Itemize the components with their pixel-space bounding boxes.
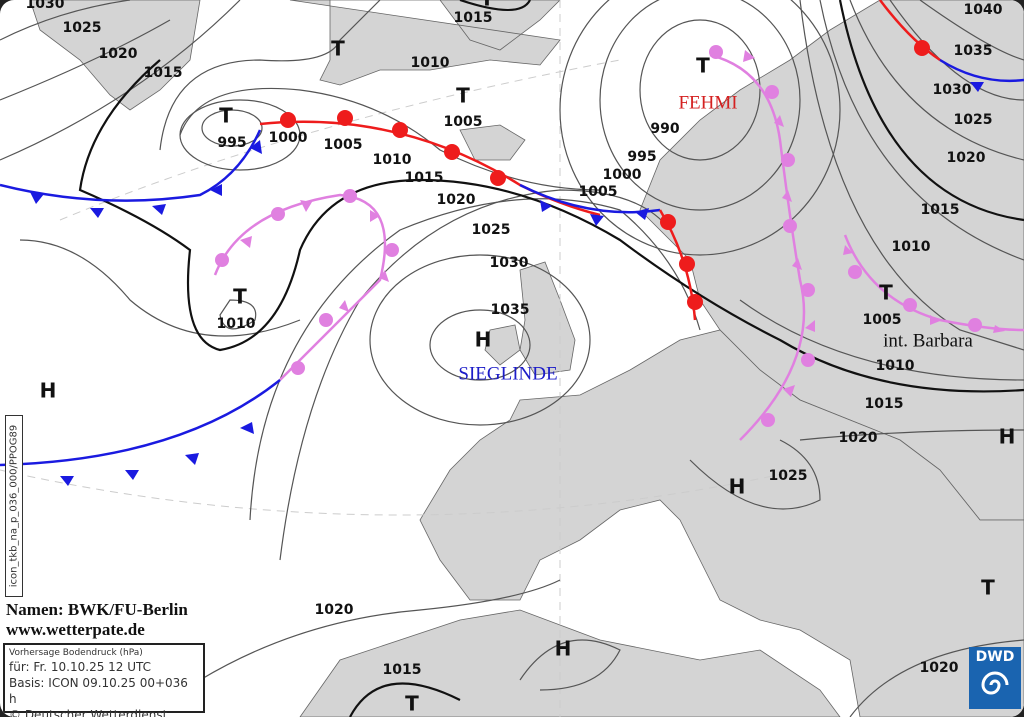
- isobar-label: 1035: [491, 302, 530, 318]
- isobar-label: 1020: [839, 430, 878, 446]
- isobar-label: 1030: [490, 255, 529, 271]
- isobar-label: 1005: [324, 137, 363, 153]
- isobar-label: 1035: [954, 43, 993, 59]
- low-pressure-symbol: T: [219, 104, 233, 128]
- low-pressure-symbol: T: [879, 281, 893, 305]
- isobar-label: 1010: [373, 152, 412, 168]
- forecast-info-box: Vorhersage Bodendruck (hPa) für: Fr. 10.…: [3, 643, 205, 717]
- isobar-label: 1010: [411, 55, 450, 71]
- system-names: FEHMI SIEGLINDE int. Barbara: [458, 92, 973, 384]
- isobar-label: 1025: [472, 222, 511, 238]
- dwd-logo-text: DWD: [975, 649, 1015, 665]
- warm-front-north: [259, 120, 601, 217]
- system-name: SIEGLINDE: [458, 363, 557, 384]
- isobar-label: 1030: [26, 0, 65, 12]
- high-pressure-symbol: H: [475, 328, 492, 352]
- system-name: int. Barbara: [883, 330, 973, 351]
- isobar-label: 995: [627, 149, 656, 165]
- land-masses: [29, 0, 1024, 717]
- front-symbols: [30, 40, 1005, 486]
- isobar-label: 1015: [921, 202, 960, 218]
- low-pressure-symbol: T: [405, 692, 419, 716]
- isobar-label: 1010: [876, 358, 915, 374]
- isobar-label: 1020: [437, 192, 476, 208]
- dwd-logo: DWD: [969, 647, 1021, 709]
- high-pressure-symbol: H: [40, 379, 57, 403]
- isobar-label: 1005: [863, 312, 902, 328]
- land-continental-europe: [419, 329, 1024, 717]
- high-pressure-symbol: H: [999, 425, 1016, 449]
- product-id-text: icon_tkb_na_p_036_000/PPOG89: [8, 424, 20, 588]
- isobar-label: 1005: [579, 184, 618, 200]
- isobar-label: 1030: [933, 82, 972, 98]
- pressure-symbols: T T T T T T T T H H H H H T: [40, 0, 1016, 716]
- land-iceland: [459, 124, 526, 161]
- isobars-1015-bold: [78, 0, 1024, 717]
- credits-website[interactable]: www.wetterpate.de: [6, 620, 145, 639]
- isobar-label: 995: [217, 135, 246, 151]
- land-british-isles: [484, 261, 576, 376]
- infobox-valid-time: für: Fr. 10.10.25 12 UTC: [9, 660, 152, 674]
- infobox-basis: Basis: ICON 09.10.25 00+036 h: [9, 676, 188, 706]
- low-pressure-symbol: T: [480, 0, 494, 11]
- low-pressure-symbol: T: [456, 84, 470, 108]
- isobar-label: 1020: [99, 46, 138, 62]
- isobar-label: 1015: [454, 10, 493, 26]
- cold-front-atlantic-north: [0, 129, 262, 202]
- isobar-label: 1010: [217, 316, 256, 332]
- credits-names: Namen: BWK/FU-Berlin: [6, 600, 188, 619]
- isobar-label: 1005: [444, 114, 483, 130]
- isobar-label: 1015: [383, 662, 422, 678]
- system-name: FEHMI: [678, 92, 737, 113]
- low-pressure-symbol: T: [331, 37, 345, 61]
- low-pressure-symbol: T: [981, 576, 995, 600]
- isobar-label: 1020: [947, 150, 986, 166]
- isobar-label: 1040: [964, 2, 1003, 18]
- low-pressure-symbol: T: [696, 54, 710, 78]
- land-north-africa: [299, 609, 841, 717]
- isobar-label: 1010: [892, 239, 931, 255]
- infobox-copyright: © Deutscher Wetterdienst: [9, 708, 168, 717]
- infobox-title: Vorhersage Bodendruck (hPa): [9, 648, 143, 658]
- isobar-label: 1025: [769, 468, 808, 484]
- cold-front-atlantic-south: [0, 379, 281, 467]
- land-greenland: [289, 0, 561, 86]
- low-pressure-symbol: T: [233, 285, 247, 309]
- isobar-label: 1025: [954, 112, 993, 128]
- isobar-label: 1000: [603, 167, 642, 183]
- isobar-label: 1025: [63, 20, 102, 36]
- isobar-label: 1015: [144, 65, 183, 81]
- high-pressure-symbol: H: [555, 637, 572, 661]
- swirl-icon: [981, 671, 1009, 695]
- isobar-label: 1000: [269, 130, 308, 146]
- isobar-label: 990: [650, 121, 679, 137]
- isobar-label: 1015: [865, 396, 904, 412]
- isobar-label: 1015: [405, 170, 444, 186]
- product-id-label: icon_tkb_na_p_036_000/PPOG89: [5, 415, 23, 597]
- high-pressure-symbol: H: [729, 475, 746, 499]
- cold-front-east: [939, 58, 1024, 83]
- isobar-label: 1020: [920, 660, 959, 676]
- isobar-label: 1020: [315, 602, 354, 618]
- warm-front-east: [879, 0, 941, 62]
